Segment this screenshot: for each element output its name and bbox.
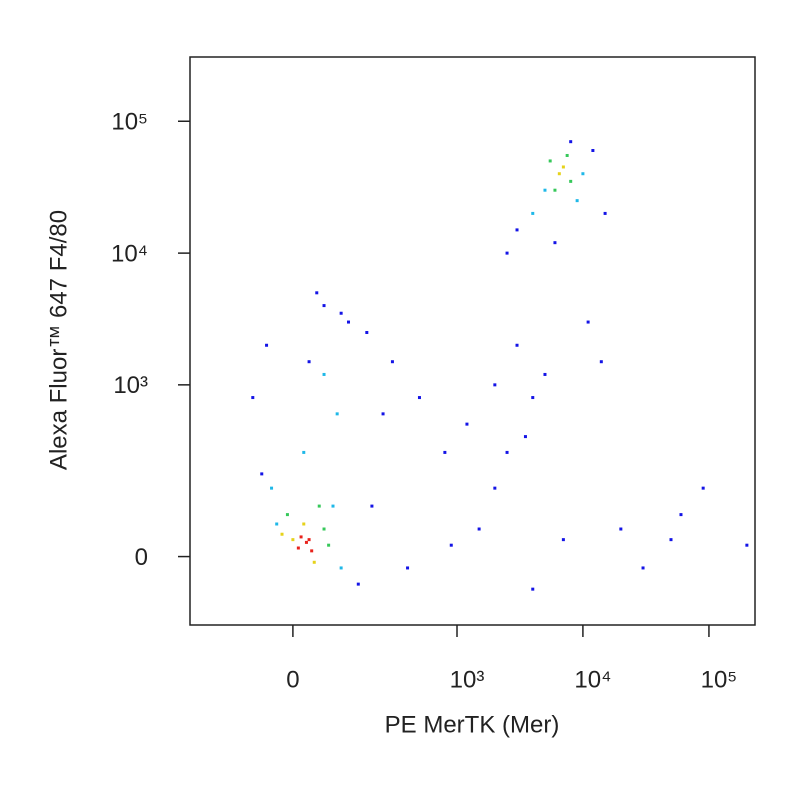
- data-point: [515, 343, 519, 347]
- data-point: [390, 360, 394, 364]
- data-point: [370, 504, 374, 508]
- data-point: [417, 396, 421, 400]
- data-point: [270, 486, 274, 490]
- data-point: [251, 396, 255, 400]
- data-point: [285, 513, 289, 517]
- data-point: [531, 396, 535, 400]
- data-point: [275, 522, 279, 526]
- data-point: [322, 304, 326, 308]
- data-point: [347, 320, 351, 324]
- y-tick-label: 10³: [113, 372, 148, 399]
- data-point: [315, 291, 319, 295]
- data-point: [548, 159, 552, 163]
- data-point: [531, 587, 535, 591]
- data-point: [619, 527, 623, 531]
- data-point: [307, 538, 311, 542]
- data-point: [493, 486, 497, 490]
- x-tick-label: 0: [286, 666, 299, 693]
- data-point: [291, 538, 295, 542]
- data-point: [603, 211, 607, 215]
- data-point: [523, 435, 527, 439]
- data-point: [543, 188, 547, 192]
- x-tick-label: 10⁴: [574, 666, 611, 693]
- data-point: [304, 540, 308, 544]
- data-point: [339, 566, 343, 570]
- y-tick-label: 10⁴: [111, 240, 148, 267]
- data-point: [322, 527, 326, 531]
- x-tick-label: 10³: [450, 666, 485, 693]
- data-point: [406, 566, 410, 570]
- y-axis-label: Alexa Fluor™ 647 F4/80: [45, 210, 72, 470]
- data-point: [531, 211, 535, 215]
- data-point: [553, 188, 557, 192]
- data-point: [322, 372, 326, 376]
- data-point: [745, 543, 749, 547]
- y-tick-label: 10⁵: [111, 109, 148, 136]
- data-point: [335, 412, 339, 416]
- plot-frame: [189, 56, 756, 626]
- data-point: [493, 383, 497, 387]
- data-point: [505, 251, 509, 255]
- data-point: [561, 538, 565, 542]
- data-point: [591, 148, 595, 152]
- data-point: [381, 412, 385, 416]
- data-point: [260, 472, 264, 476]
- data-point: [302, 522, 306, 526]
- data-point: [449, 543, 453, 547]
- data-point: [307, 360, 311, 364]
- data-point: [569, 179, 573, 183]
- data-point: [557, 172, 561, 176]
- data-point: [477, 527, 481, 531]
- data-point: [312, 560, 316, 564]
- data-point: [365, 330, 369, 334]
- data-point: [302, 450, 306, 454]
- data-point: [515, 228, 519, 232]
- data-point: [327, 543, 331, 547]
- x-tick-label: 10⁵: [701, 666, 738, 693]
- data-point: [679, 513, 683, 517]
- data-point: [669, 538, 673, 542]
- data-point: [586, 320, 590, 324]
- data-point: [331, 504, 335, 508]
- data-point: [575, 199, 579, 203]
- data-point: [565, 153, 569, 157]
- data-point: [641, 566, 645, 570]
- data-point: [443, 450, 447, 454]
- data-point: [581, 172, 585, 176]
- data-point: [543, 372, 547, 376]
- data-point: [310, 549, 314, 553]
- data-point: [356, 582, 360, 586]
- y-tick-label: 0: [135, 544, 148, 571]
- data-point: [569, 140, 573, 144]
- data-point: [599, 360, 603, 364]
- data-point: [280, 532, 284, 536]
- data-point: [296, 546, 300, 550]
- data-point: [561, 165, 565, 169]
- data-point: [465, 422, 469, 426]
- data-point: [701, 486, 705, 490]
- data-point: [553, 241, 557, 245]
- data-point: [505, 450, 509, 454]
- data-point: [265, 343, 269, 347]
- data-point: [339, 311, 343, 315]
- x-axis-label: PE MerTK (Mer): [385, 711, 560, 738]
- data-point: [299, 535, 303, 539]
- data-point: [317, 504, 321, 508]
